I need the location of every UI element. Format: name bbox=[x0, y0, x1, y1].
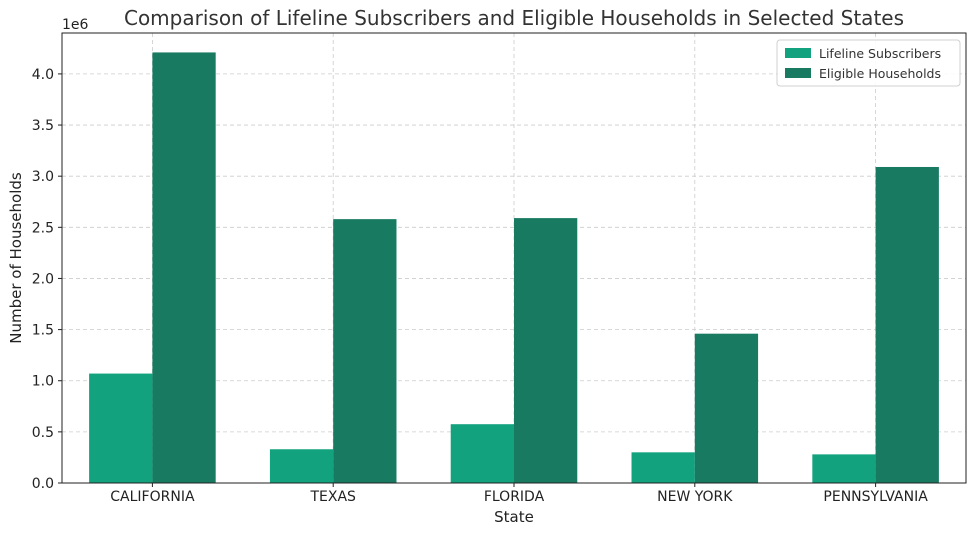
x-axis-label: State bbox=[494, 508, 534, 526]
legend: Lifeline Subscribers Eligible Households bbox=[776, 39, 961, 87]
y-tick-label: 1.0 bbox=[32, 374, 54, 390]
x-tick-label: NEW YORK bbox=[657, 489, 733, 505]
y-tick-label: 2.0 bbox=[32, 271, 54, 287]
y-tick-label: 0.0 bbox=[32, 476, 54, 492]
lifeline-subscribers-bar-new-york bbox=[631, 452, 695, 483]
y-axis-label: Number of Households bbox=[7, 172, 25, 344]
x-tick-label: FLORIDA bbox=[484, 489, 545, 505]
lifeline-subscribers-bar-florida bbox=[450, 424, 514, 483]
y-tick-label: 3.5 bbox=[32, 118, 54, 134]
eligible-households-bar-texas bbox=[333, 219, 397, 484]
lifeline-subscribers-bar-california bbox=[89, 373, 153, 483]
y-tick-label: 0.5 bbox=[32, 425, 54, 441]
bars bbox=[89, 52, 939, 484]
eligible-households-bar-new-york bbox=[694, 333, 759, 483]
legend-swatch bbox=[785, 48, 811, 58]
plot-frame bbox=[61, 32, 967, 484]
legend-label: Lifeline Subscribers bbox=[819, 46, 941, 61]
axes: 0.0 0.5 1.0 1.5 2.0 2.5 3.0 3.5 4.0 CALIFORNIA TEX… bbox=[32, 32, 967, 505]
x-tick-label: PENNSYLVANIA bbox=[823, 489, 928, 505]
x-tick-label: CALIFORNIA bbox=[110, 489, 195, 505]
eligible-households-bar-pennsylvania bbox=[875, 166, 939, 483]
lifeline-subscribers-bar-texas bbox=[269, 449, 334, 483]
y-tick-label: 4.0 bbox=[32, 67, 54, 83]
chart-title: Comparison of Lifeline Subscribers and E… bbox=[124, 6, 904, 30]
x-tick-label: TEXAS bbox=[309, 489, 356, 505]
y-tick-label: 2.5 bbox=[32, 220, 54, 236]
legend-box bbox=[776, 39, 961, 87]
legend-label: Eligible Households bbox=[819, 66, 941, 81]
eligible-households-bar-california bbox=[152, 52, 216, 483]
legend-swatch bbox=[785, 68, 811, 78]
y-tick-label: 3.0 bbox=[32, 169, 54, 185]
y-axis-offset-label: 1e6 bbox=[62, 17, 89, 33]
lifeline-subscribers-bar-pennsylvania bbox=[812, 454, 876, 483]
eligible-households-bar-florida bbox=[514, 218, 578, 483]
y-tick-label: 1.5 bbox=[32, 323, 54, 339]
